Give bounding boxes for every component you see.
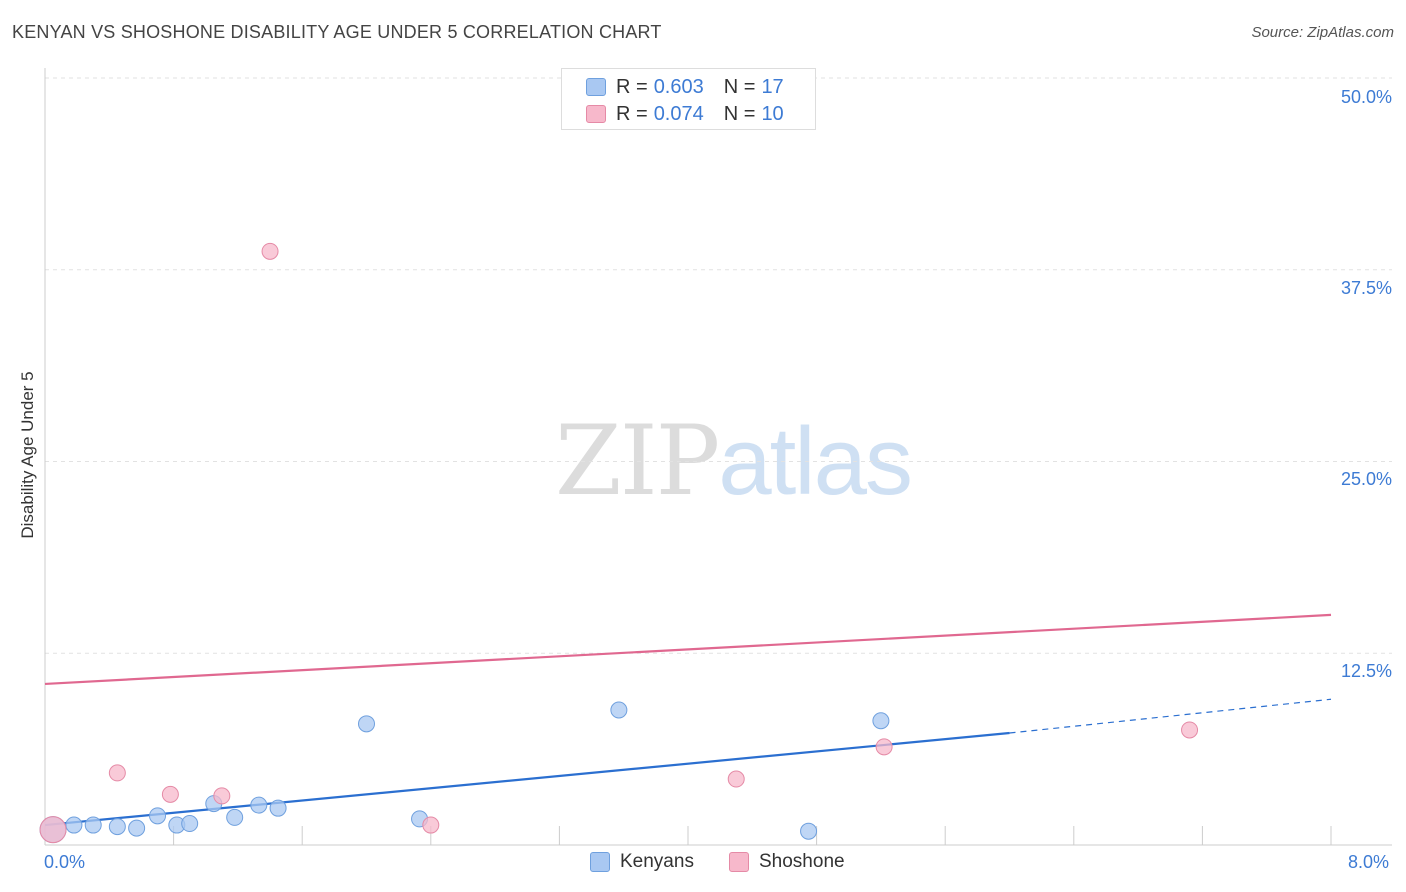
legend-row-kenyans: R = 0.603 N = 17 [586, 75, 784, 99]
data-point-kenyans-15 [800, 822, 818, 840]
legend-swatch-kenyans [586, 78, 606, 96]
data-point-shoshone-0 [39, 816, 67, 844]
data-point-kenyans-5 [149, 807, 167, 825]
data-point-shoshone-1 [108, 764, 126, 782]
source-credit: Source: ZipAtlas.com [1251, 24, 1394, 41]
legend-swatch-shoshone [586, 105, 606, 123]
series-legend-kenyans: Kenyans [590, 851, 694, 873]
trend-line-shoshone [44, 613, 1332, 686]
y-tick-label-25: 25.0% [1340, 469, 1392, 489]
data-point-kenyans-14 [610, 701, 628, 719]
data-point-shoshone-3 [213, 787, 231, 805]
legend-r-value: 0.074 [653, 102, 704, 125]
y-tick-label-12-5: 12.5% [1340, 661, 1392, 681]
data-point-kenyans-12 [358, 715, 375, 733]
data-point-shoshone-8 [1181, 721, 1199, 739]
chart-title: KENYAN VS SHOSHONE DISABILITY AGE UNDER … [12, 22, 662, 42]
legend-n-label: N = [723, 102, 756, 125]
data-point-shoshone-4 [261, 242, 279, 260]
data-point-shoshone-7 [875, 738, 893, 756]
trend-line-extension-kenyans [1009, 698, 1332, 734]
series-swatch-shoshone [729, 852, 749, 872]
data-point-kenyans-11 [269, 799, 287, 817]
data-point-kenyans-1 [65, 816, 83, 834]
data-point-kenyans-10 [250, 796, 268, 814]
correlation-legend: R = 0.603 N = 17 R = 0.074 N = 10 [561, 68, 816, 130]
legend-n-value: 17 [761, 75, 784, 98]
data-point-kenyans-7 [181, 815, 199, 833]
series-label-kenyans: Kenyans [620, 851, 694, 872]
series-label-shoshone: Shoshone [759, 851, 845, 872]
series-legend-shoshone: Shoshone [729, 851, 845, 873]
legend-r-label: R = [616, 102, 648, 125]
data-point-kenyans-16 [872, 712, 890, 730]
data-point-shoshone-6 [727, 770, 745, 788]
x-tick-label-min: 0.0% [44, 852, 86, 872]
legend-r-value: 0.603 [653, 75, 704, 98]
data-point-kenyans-9 [226, 808, 244, 826]
y-axis-label: Disability Age Under 5 [18, 371, 37, 539]
legend-n-value: 10 [761, 102, 784, 125]
data-point-shoshone-2 [161, 785, 179, 803]
series-swatch-kenyans [590, 852, 610, 872]
data-point-kenyans-4 [128, 819, 146, 837]
legend-r-label: R = [616, 75, 648, 98]
data-point-shoshone-5 [422, 816, 440, 834]
y-tick-label-50: 50.0% [1340, 87, 1392, 107]
legend-n-label: N = [723, 75, 756, 98]
trend-line-kenyans [44, 731, 1010, 827]
y-tick-label-37-5: 37.5% [1340, 278, 1392, 298]
data-point-kenyans-2 [84, 816, 102, 834]
data-point-kenyans-3 [108, 818, 126, 836]
x-tick-label-max: 8.0% [1348, 852, 1390, 872]
legend-row-shoshone: R = 0.074 N = 10 [586, 102, 784, 126]
